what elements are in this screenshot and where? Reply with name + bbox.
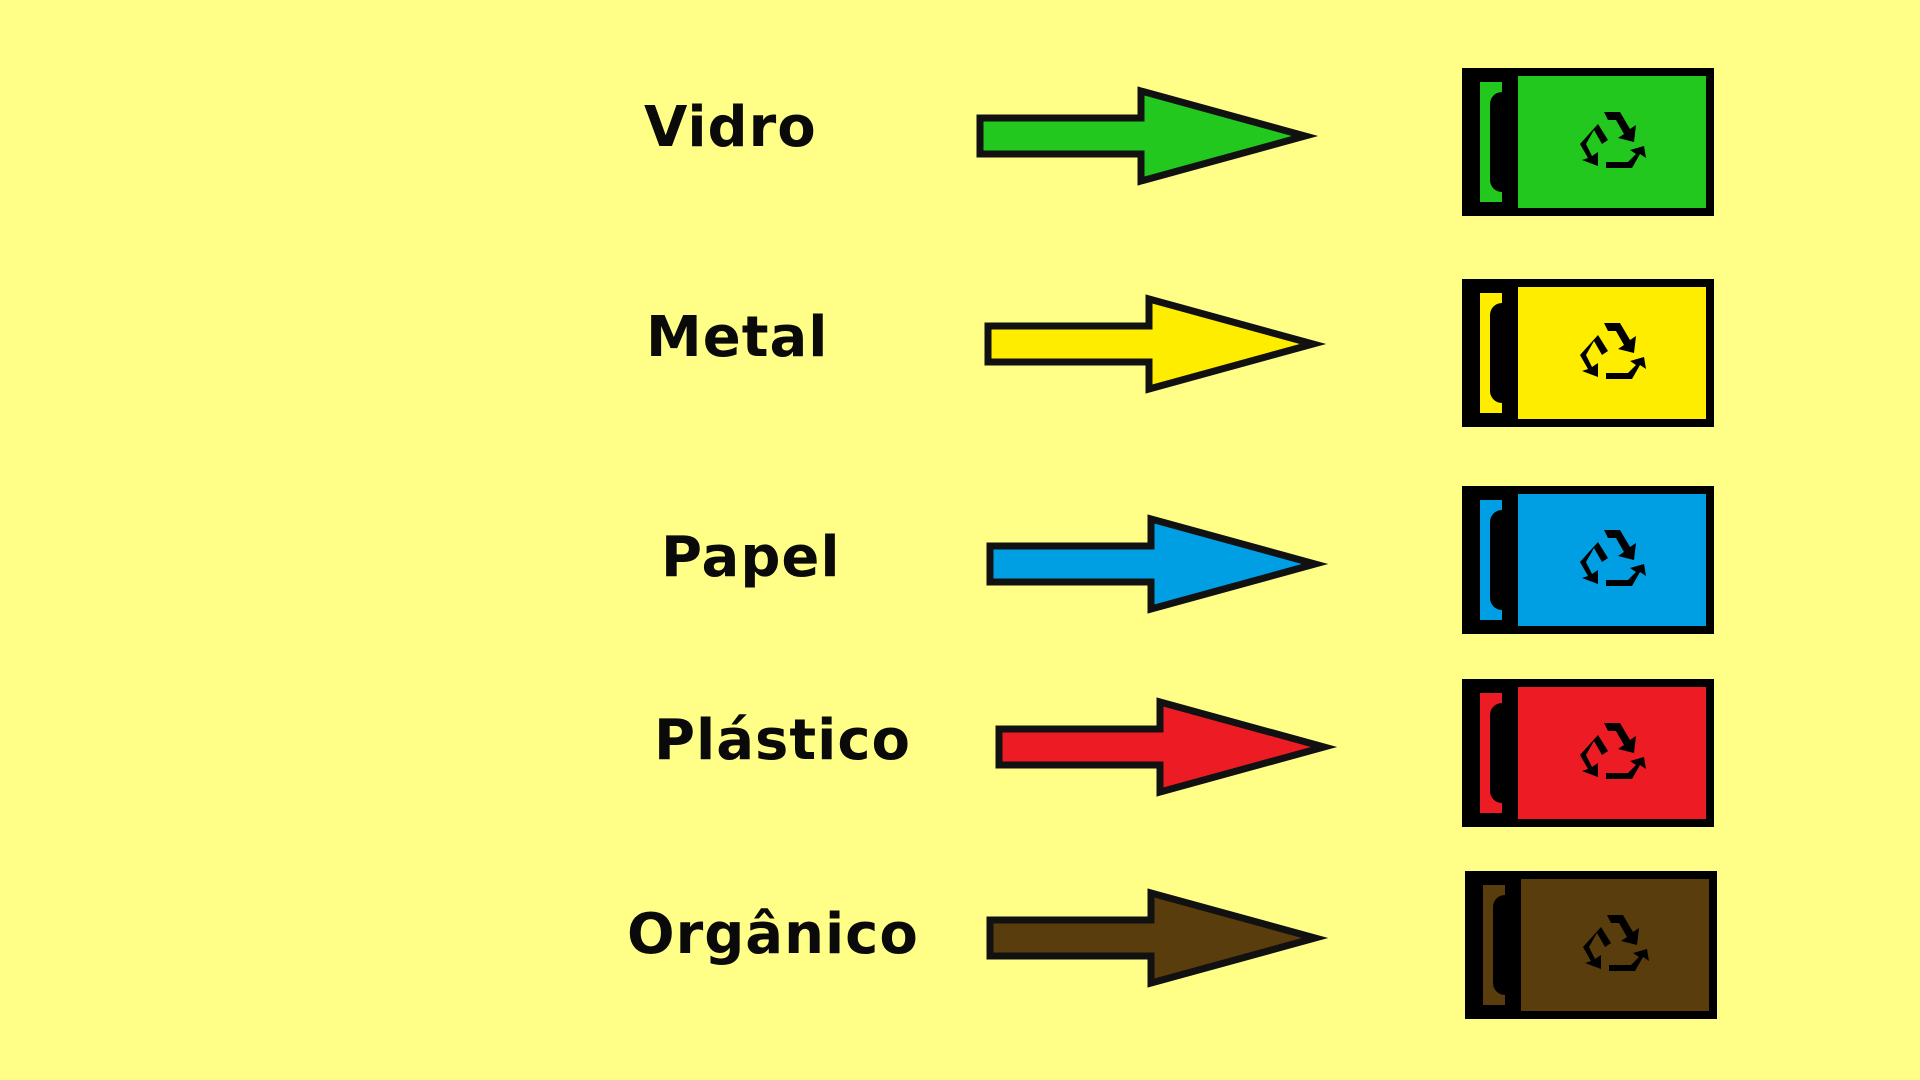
arrow-shape	[995, 697, 1338, 797]
bin-papel	[1462, 486, 1714, 634]
bin-metal	[1462, 279, 1714, 427]
arrow-shape	[986, 888, 1329, 988]
arrow-metal	[984, 294, 1327, 394]
label-plastico: Plástico	[654, 708, 911, 773]
arrow-vidro	[976, 86, 1319, 186]
bin-vidro	[1462, 68, 1714, 216]
arrow-shape	[976, 86, 1319, 186]
recycle-icon	[1580, 112, 1646, 168]
recycle-icon	[1580, 723, 1646, 779]
label-vidro: Vidro	[644, 95, 817, 160]
arrow-plastico	[995, 697, 1338, 797]
arrow-papel	[986, 514, 1329, 614]
label-metal: Metal	[646, 305, 829, 370]
label-organico: Orgânico	[627, 902, 919, 967]
recycle-icon	[1580, 323, 1646, 379]
recycle-icon	[1580, 530, 1646, 586]
bin-plastico	[1462, 679, 1714, 827]
arrow-organico	[986, 888, 1329, 988]
arrow-shape	[984, 294, 1327, 394]
label-papel: Papel	[661, 525, 841, 590]
bin-organico	[1465, 871, 1717, 1019]
recycle-icon	[1583, 915, 1649, 971]
arrow-shape	[986, 514, 1329, 614]
